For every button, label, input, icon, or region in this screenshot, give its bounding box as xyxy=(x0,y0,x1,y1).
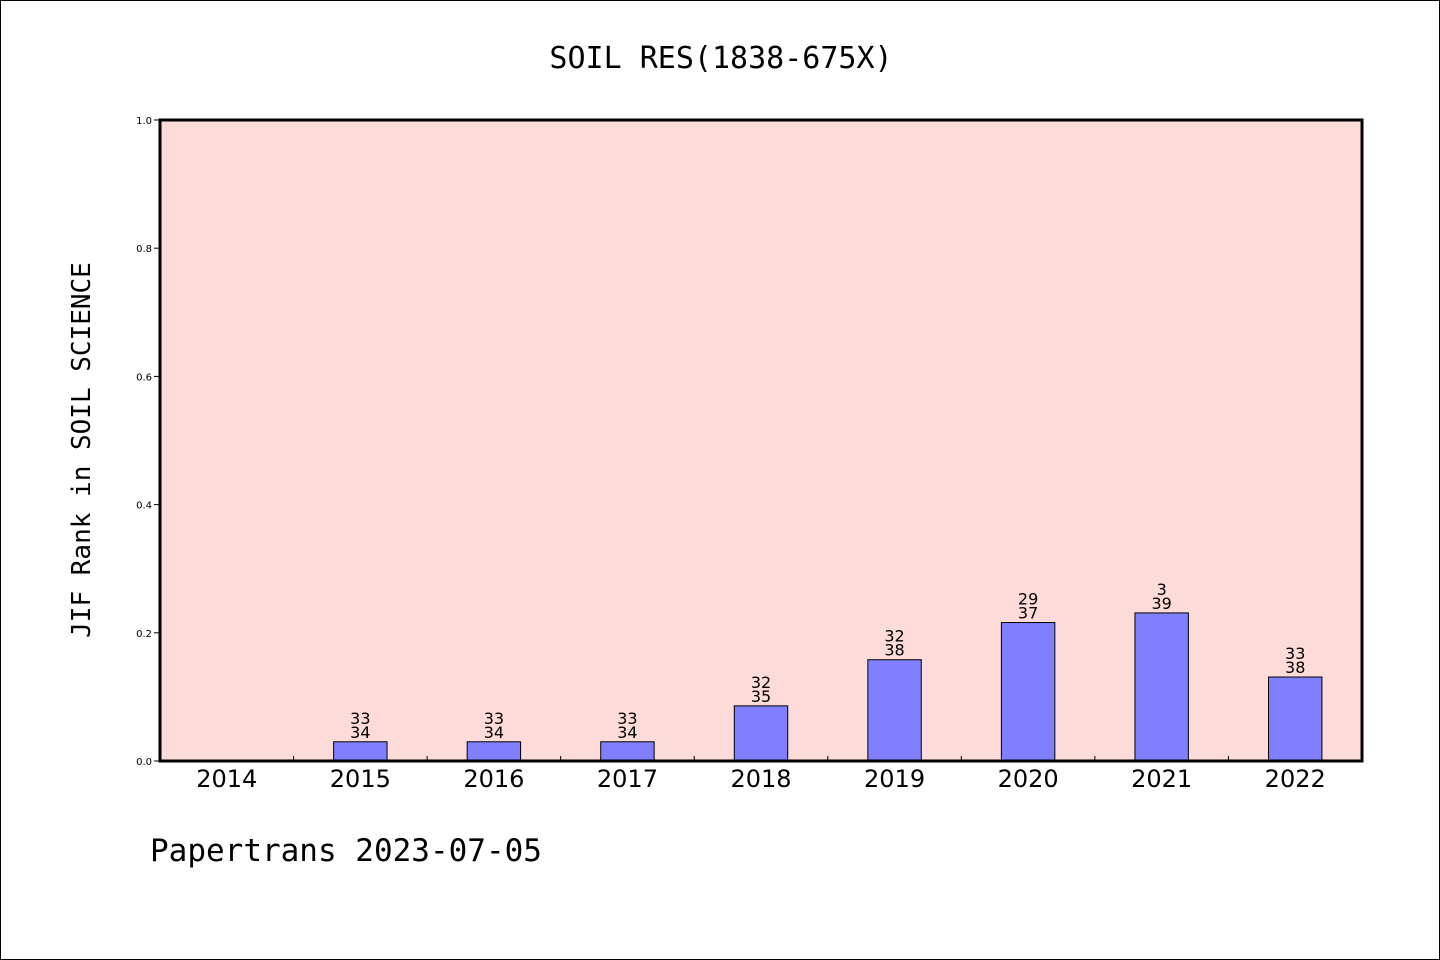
bar-data-label: 38 xyxy=(1285,658,1305,677)
bar-data-label: 39 xyxy=(1151,594,1171,613)
y-axis-label: JIF Rank in SOIL SCIENCE xyxy=(67,262,97,638)
bar-data-label: 29 xyxy=(1018,590,1038,609)
ticks-group: 0.0 0.2 0.4 0.6 0.8 1.0 2014 2015 2016 2017 2018 20… xyxy=(136,116,1326,793)
x-tick-label: 2021 xyxy=(1131,765,1192,793)
bar xyxy=(333,741,388,762)
footer-text: Papertrans 2023-07-05 xyxy=(150,833,542,869)
y-tick-label: 0.2 xyxy=(136,629,152,640)
plot-border xyxy=(158,118,1364,763)
bar xyxy=(1268,676,1323,762)
x-tick-label: 2014 xyxy=(196,765,257,793)
x-tick-label: 2015 xyxy=(330,765,391,793)
x-tick-label: 2018 xyxy=(730,765,791,793)
x-tick-label: 2020 xyxy=(998,765,1059,793)
bar-data-label: 33 xyxy=(350,709,370,728)
bar xyxy=(1000,622,1056,762)
bar-data-label: 35 xyxy=(751,687,771,706)
x-tick-label: 2016 xyxy=(463,765,524,793)
y-tick-label: 1.0 xyxy=(136,116,152,127)
x-tick-label: 2019 xyxy=(864,765,925,793)
y-tick-label: 0.8 xyxy=(136,244,152,255)
bar xyxy=(867,659,922,762)
bar xyxy=(1134,612,1189,762)
bar xyxy=(466,741,522,762)
bar-data-label: 34 xyxy=(484,723,504,742)
bar-data-label: 33 xyxy=(484,709,504,728)
bar xyxy=(600,741,655,762)
bar xyxy=(733,705,789,762)
bar-data-label: 37 xyxy=(1018,604,1038,623)
y-tick-label: 0.0 xyxy=(136,757,152,768)
y-tick-label: 0.4 xyxy=(136,501,152,512)
x-tick-label: 2022 xyxy=(1265,765,1326,793)
x-tick-label: 2017 xyxy=(597,765,658,793)
y-tick-label: 0.6 xyxy=(136,372,152,383)
bar-data-label: 34 xyxy=(350,723,370,742)
bar-data-label: 32 xyxy=(751,673,771,692)
bar-data-label: 38 xyxy=(884,641,904,660)
bar-data-label: 3 xyxy=(1157,580,1167,599)
chart-title: SOIL RES(1838-675X) xyxy=(549,41,892,76)
bar-data-label: 34 xyxy=(617,723,637,742)
bar-data-label: 32 xyxy=(884,627,904,646)
bar-data-label: 33 xyxy=(617,709,637,728)
bar-data-label: 33 xyxy=(1285,644,1305,663)
